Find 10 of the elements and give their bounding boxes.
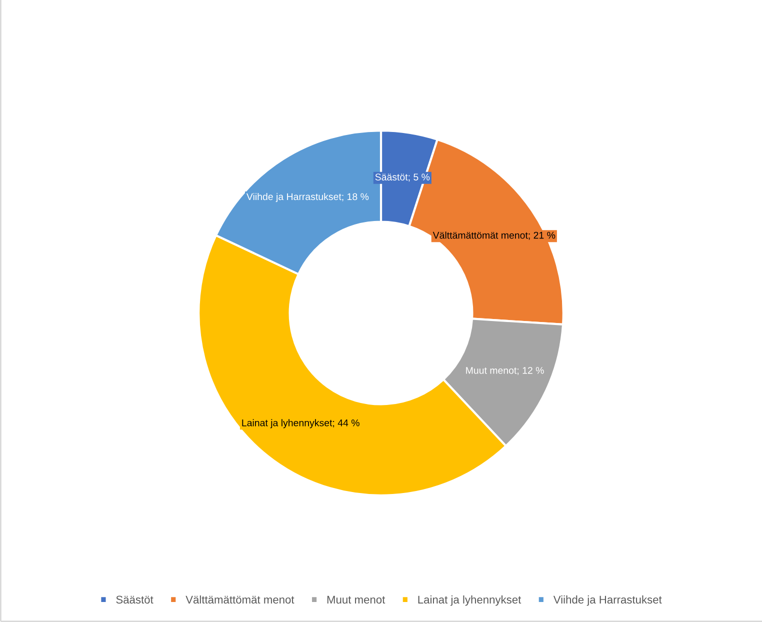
legend-label: Lainat ja lyhennykset [418,595,522,606]
legend-label: Säästöt [116,596,154,604]
legend-label: Muut menot [327,596,386,604]
data-label: Säästöt; 5 % [375,174,430,182]
data-label: Lainat ja lyhennykset; 44 % [242,419,360,428]
data-label: Viihde ja Harrastukset; 18 % [246,192,369,202]
legend-label: Viihde ja Harrastukset [553,595,662,606]
legend-label: Välttämättömät menot [186,595,294,604]
data-label: Muut menot; 12 % [466,366,544,376]
data-label: Välttämättömät menot; 21 % [432,232,556,240]
